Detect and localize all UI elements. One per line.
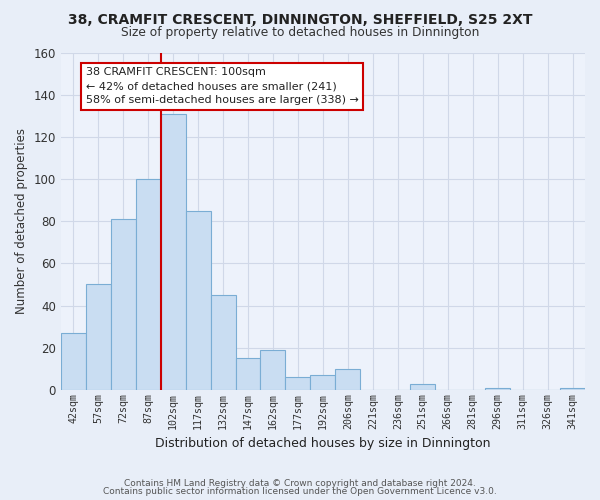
Y-axis label: Number of detached properties: Number of detached properties xyxy=(15,128,28,314)
Bar xyxy=(260,350,286,390)
Text: Contains public sector information licensed under the Open Government Licence v3: Contains public sector information licen… xyxy=(103,487,497,496)
Bar xyxy=(61,333,86,390)
Text: Size of property relative to detached houses in Dinnington: Size of property relative to detached ho… xyxy=(121,26,479,39)
Text: Contains HM Land Registry data © Crown copyright and database right 2024.: Contains HM Land Registry data © Crown c… xyxy=(124,478,476,488)
Text: 38, CRAMFIT CRESCENT, DINNINGTON, SHEFFIELD, S25 2XT: 38, CRAMFIT CRESCENT, DINNINGTON, SHEFFI… xyxy=(68,12,532,26)
Bar xyxy=(185,210,211,390)
Bar xyxy=(335,369,361,390)
Bar xyxy=(310,375,335,390)
Bar xyxy=(286,377,310,390)
Bar xyxy=(161,114,185,390)
Bar xyxy=(111,219,136,390)
Bar xyxy=(86,284,111,390)
X-axis label: Distribution of detached houses by size in Dinnington: Distribution of detached houses by size … xyxy=(155,437,491,450)
Bar xyxy=(485,388,510,390)
Bar xyxy=(560,388,585,390)
Bar xyxy=(236,358,260,390)
Bar xyxy=(410,384,435,390)
Text: 38 CRAMFIT CRESCENT: 100sqm
← 42% of detached houses are smaller (241)
58% of se: 38 CRAMFIT CRESCENT: 100sqm ← 42% of det… xyxy=(86,68,359,106)
Bar xyxy=(211,295,236,390)
Bar xyxy=(136,179,161,390)
